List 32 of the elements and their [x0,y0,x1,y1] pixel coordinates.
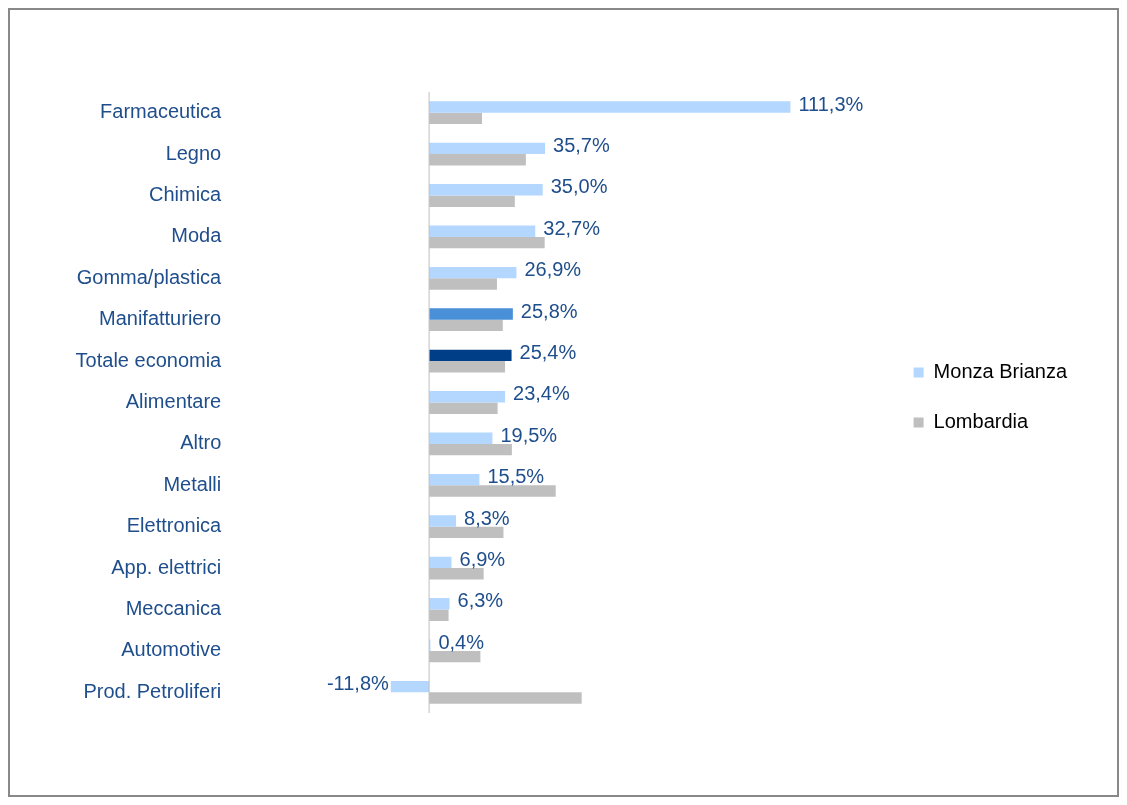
y-tick-label: Gomma/plastica [76,265,223,288]
y-tick-label: Elettronica [126,514,223,537]
y-tick-label: Legno [165,141,222,164]
data-label: 32,7% [543,216,601,239]
y-tick-label: Meccanica [125,597,223,620]
data-label: 25,4% [519,340,577,363]
y-tick-label: App. elettrici [111,555,222,578]
y-tick-label: Prod. Petroliferi [83,679,222,702]
y-tick-label: Altro [180,431,222,454]
data-label: 23,4% [513,382,570,405]
y-tick-label: Moda [171,224,223,247]
y-tick-label: Automotive [121,638,222,661]
data-label: 15,5% [487,465,545,488]
legend-label: Lombardia [933,410,1029,433]
y-tick-label: Metalli [163,472,222,495]
data-label: 6,9% [459,547,506,570]
data-label: 26,9% [524,258,582,281]
data-label: 19,5% [500,423,558,446]
y-tick-label: Farmaceutica [100,100,223,123]
data-label: 0,4% [438,630,485,653]
data-label: -11,8% [326,672,390,695]
data-label: 6,3% [457,589,504,612]
data-label: 35,7% [553,133,610,156]
y-tick-label: Manifatturiero [98,307,222,330]
data-label: 35,0% [550,175,608,198]
data-label: 111,3% [798,92,864,115]
data-label: 8,3% [464,506,510,529]
y-tick-label: Totale economia [75,348,223,371]
legend-label: Monza Brianza [933,360,1068,383]
y-tick-label: Chimica [149,183,223,206]
data-label: 25,8% [520,299,578,322]
y-tick-label: Alimentare [125,390,222,413]
